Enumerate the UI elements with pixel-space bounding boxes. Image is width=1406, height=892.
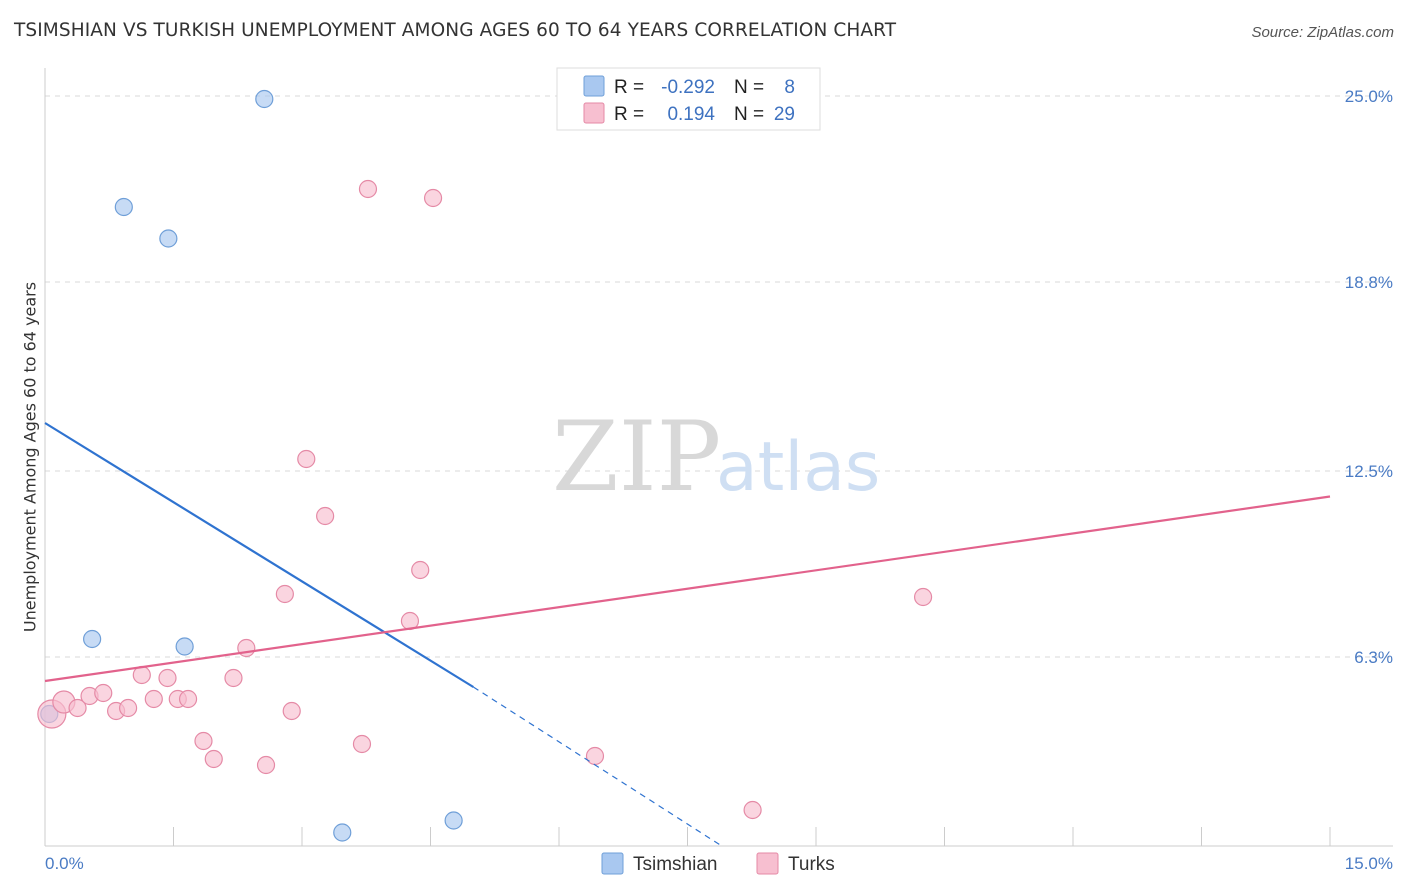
legend-n-label: N = [734, 104, 764, 125]
turks-point [256, 755, 276, 775]
legend-n-label: N = [734, 77, 764, 98]
legend-r-value: -0.292 [661, 77, 715, 98]
tsimshian-point [175, 637, 194, 656]
legend-n-value: 8 [784, 77, 795, 98]
turks-point [275, 584, 294, 604]
watermark: ZIP atlas [552, 401, 880, 513]
legend-n-value: 29 [774, 104, 795, 125]
x-tick-label: 0.0% [45, 854, 84, 873]
turks-point [144, 689, 163, 709]
tsimshian-point [333, 823, 352, 842]
turks-point [68, 698, 87, 718]
turks-point [358, 179, 378, 199]
legend-r-label: R = [614, 77, 644, 98]
tsimshian-trend-extension [473, 686, 723, 847]
tsimshian-point [444, 811, 463, 830]
turks-point [204, 749, 223, 769]
turks-point [94, 683, 113, 703]
bottom-legend-label-turks: Turks [788, 854, 835, 875]
y-tick-label: 12.5% [1345, 462, 1393, 481]
y-tick-labels: 6.3% 12.5% 18.8% 25.0% [1345, 87, 1393, 667]
turks-point [178, 689, 198, 709]
turks-point [411, 560, 430, 580]
chart-title: TSIMSHIAN VS TURKISH UNEMPLOYMENT AMONG … [14, 20, 897, 41]
data-points [37, 89, 933, 842]
tsimshian-point [255, 89, 274, 109]
bottom-legend-label-tsimshian: Tsimshian [633, 854, 717, 875]
legend-swatch-turks [583, 102, 605, 124]
gridlines [45, 95, 1393, 658]
source-label: Source: ZipAtlas.com [1251, 24, 1394, 41]
turks-point [352, 734, 372, 754]
legend-r-value: 0.194 [667, 104, 715, 125]
legend-box: R = -0.292 N = 8 R = 0.194 N = 29 [556, 67, 821, 131]
x-tick-label: 15.0% [1345, 854, 1393, 873]
turks-point [194, 731, 213, 751]
watermark-zip: ZIP [552, 401, 721, 513]
turks-point [224, 668, 243, 688]
turks-point [423, 188, 443, 208]
turks-point [118, 698, 138, 718]
turks-point [297, 449, 316, 469]
y-tick-label: 25.0% [1345, 87, 1393, 106]
legend-r-label: R = [614, 104, 644, 125]
legend-swatch-tsimshian [583, 75, 605, 97]
axes [44, 68, 1393, 847]
turks-point [743, 800, 762, 820]
turks-point [913, 587, 933, 607]
turks-point [585, 746, 605, 766]
bottom-legend: Tsimshian Turks [601, 852, 835, 875]
watermark-atlas: atlas [716, 428, 880, 507]
bottom-legend-swatch-tsimshian [601, 852, 624, 875]
tsimshian-point [159, 229, 178, 248]
turks-point [158, 668, 177, 688]
y-tick-label: 6.3% [1354, 648, 1393, 667]
x-tick-labels: 0.0% 15.0% [45, 854, 1393, 873]
tsimshian-point [83, 629, 102, 649]
turks-point [282, 701, 301, 721]
tsimshian-point [114, 197, 133, 217]
y-tick-label: 18.8% [1345, 273, 1393, 292]
turks-trend-line [44, 495, 1331, 683]
trend-lines [44, 422, 1331, 847]
turks-point [316, 506, 335, 526]
bottom-legend-swatch-turks [756, 852, 779, 875]
tsimshian-trend-line [44, 422, 474, 688]
